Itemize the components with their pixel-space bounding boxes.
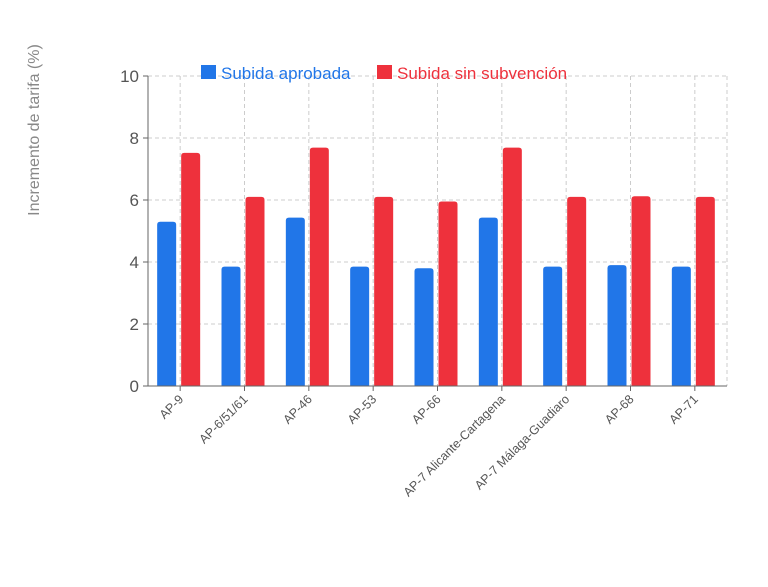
x-tick-label: AP-9 (157, 392, 187, 422)
bar-subida-aprobada (157, 221, 177, 386)
y-tick-label: 8 (130, 129, 139, 148)
grid (148, 75, 728, 386)
y-axis-label: Incremento de tarifa (%) (26, 44, 43, 216)
x-tick-label: AP-6/51/61 (196, 392, 250, 446)
bar-subida-sin-subvencion (502, 147, 522, 386)
x-tick-label: AP-53 (345, 392, 379, 426)
bar-subida-aprobada (543, 266, 563, 386)
y-tick-label: 0 (130, 377, 139, 396)
bar-subida-sin-subvencion (567, 196, 587, 386)
legend-swatch (377, 65, 392, 79)
y-tick-label: 10 (120, 67, 139, 86)
legend-swatch (201, 65, 216, 79)
bar-subida-sin-subvencion (181, 152, 201, 386)
bar-subida-sin-subvencion (374, 196, 394, 386)
x-tick-label: AP-68 (602, 392, 636, 426)
x-tick-label: AP-71 (666, 392, 700, 426)
bar-subida-aprobada (221, 266, 241, 386)
bar-subida-aprobada (478, 217, 498, 386)
y-tick-label: 2 (130, 315, 139, 334)
legend-label: Subida sin subvención (397, 64, 567, 83)
bar-subida-aprobada (671, 266, 691, 386)
bars (157, 147, 715, 386)
bar-subida-sin-subvencion (309, 147, 329, 386)
x-tick-label: AP-46 (280, 392, 314, 426)
bar-subida-sin-subvencion (245, 196, 265, 386)
y-tick-label: 6 (130, 191, 139, 210)
legend[interactable]: Subida aprobada Subida sin subvención (201, 64, 567, 83)
bar-subida-sin-subvencion (631, 196, 651, 386)
legend-label: Subida aprobada (221, 64, 351, 83)
bar-subida-sin-subvencion (438, 201, 458, 386)
y-tick-label: 4 (130, 253, 139, 272)
bar-subida-aprobada (350, 266, 370, 386)
bar-subida-aprobada (607, 265, 627, 386)
bar-subida-aprobada (285, 217, 305, 386)
bar-subida-aprobada (414, 268, 434, 386)
bar-subida-sin-subvencion (695, 196, 715, 386)
x-tick-label: AP-66 (409, 392, 443, 426)
